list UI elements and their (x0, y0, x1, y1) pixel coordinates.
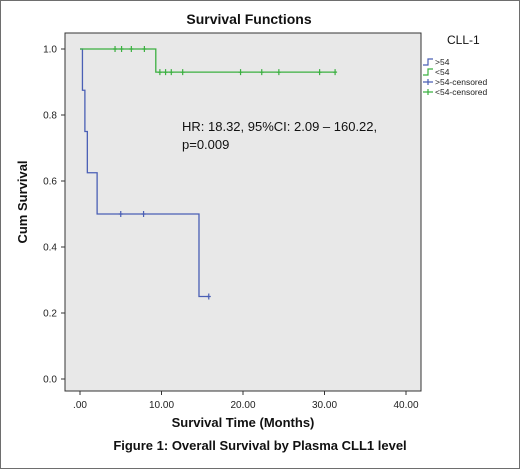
series-layer (80, 46, 338, 300)
censor-mark (276, 69, 281, 76)
annotation-line-2: p=0.009 (182, 137, 229, 152)
x-tick-label: 30.00 (312, 400, 337, 411)
legend-label: <54 (435, 67, 450, 77)
y-tick-label: 0.0 (43, 375, 57, 386)
legend-label: >54-censored (435, 77, 487, 87)
annotation-line-1: HR: 18.32, 95%CI: 2.09 – 160.22, (182, 119, 377, 134)
plot-area (64, 32, 422, 392)
legend-label: >54 (435, 57, 450, 67)
legend-swatch (423, 89, 433, 95)
legend-entries: >54<54>54-censored<54-censored (423, 57, 487, 97)
legend-label: <54-censored (435, 87, 487, 97)
x-tick-label: .00 (73, 400, 87, 411)
censor-mark (129, 46, 134, 52)
x-tick-label: 20.00 (230, 400, 255, 411)
y-tick-label: 0.2 (43, 309, 57, 320)
x-tick-label: 40.00 (393, 400, 418, 411)
legend-title: CLL-1 (447, 33, 480, 47)
y-tick-label: 0.6 (43, 177, 57, 188)
censor-mark (180, 69, 185, 76)
legend-swatch (423, 58, 433, 66)
censor-mark (142, 46, 147, 52)
censor-mark (333, 69, 338, 76)
censor-mark (259, 69, 264, 76)
legend-item: <54-censored (423, 87, 487, 97)
legend-item: <54 (423, 67, 450, 77)
legend-item: >54 (423, 57, 450, 67)
y-tick-label: 1.0 (43, 45, 57, 56)
x-axis-label: Survival Time (Months) (172, 415, 315, 430)
censor-mark (118, 211, 123, 217)
legend-swatch (423, 79, 433, 85)
censor-mark (163, 69, 168, 76)
censor-mark (169, 69, 174, 76)
legend-item: >54-censored (423, 77, 487, 87)
x-axis-ticks: .00 10.00 20.00 30.00 40.00 (73, 391, 419, 411)
censor-mark (113, 46, 118, 52)
series-line-1 (80, 48, 209, 298)
series-line-2 (80, 48, 336, 73)
censor-mark (238, 69, 243, 76)
chart-title: Survival Functions (186, 11, 311, 27)
legend-swatch (423, 68, 433, 76)
censor-mark (119, 46, 124, 52)
y-tick-label: 0.8 (43, 111, 57, 122)
legend: CLL-1 >54<54>54-censored<54-censored (423, 33, 487, 97)
y-axis-ticks: 0.0 0.2 0.4 0.6 0.8 1.0 (43, 45, 65, 386)
censor-mark (206, 293, 211, 300)
x-tick-label: 10.00 (149, 400, 174, 411)
figure-caption: Figure 1: Overall Survival by Plasma CLL… (113, 438, 407, 453)
censor-mark (317, 69, 322, 76)
censor-mark (141, 211, 146, 217)
y-tick-label: 0.4 (43, 243, 57, 254)
censor-mark (157, 69, 162, 76)
y-axis-label: Cum Survival (15, 160, 30, 243)
